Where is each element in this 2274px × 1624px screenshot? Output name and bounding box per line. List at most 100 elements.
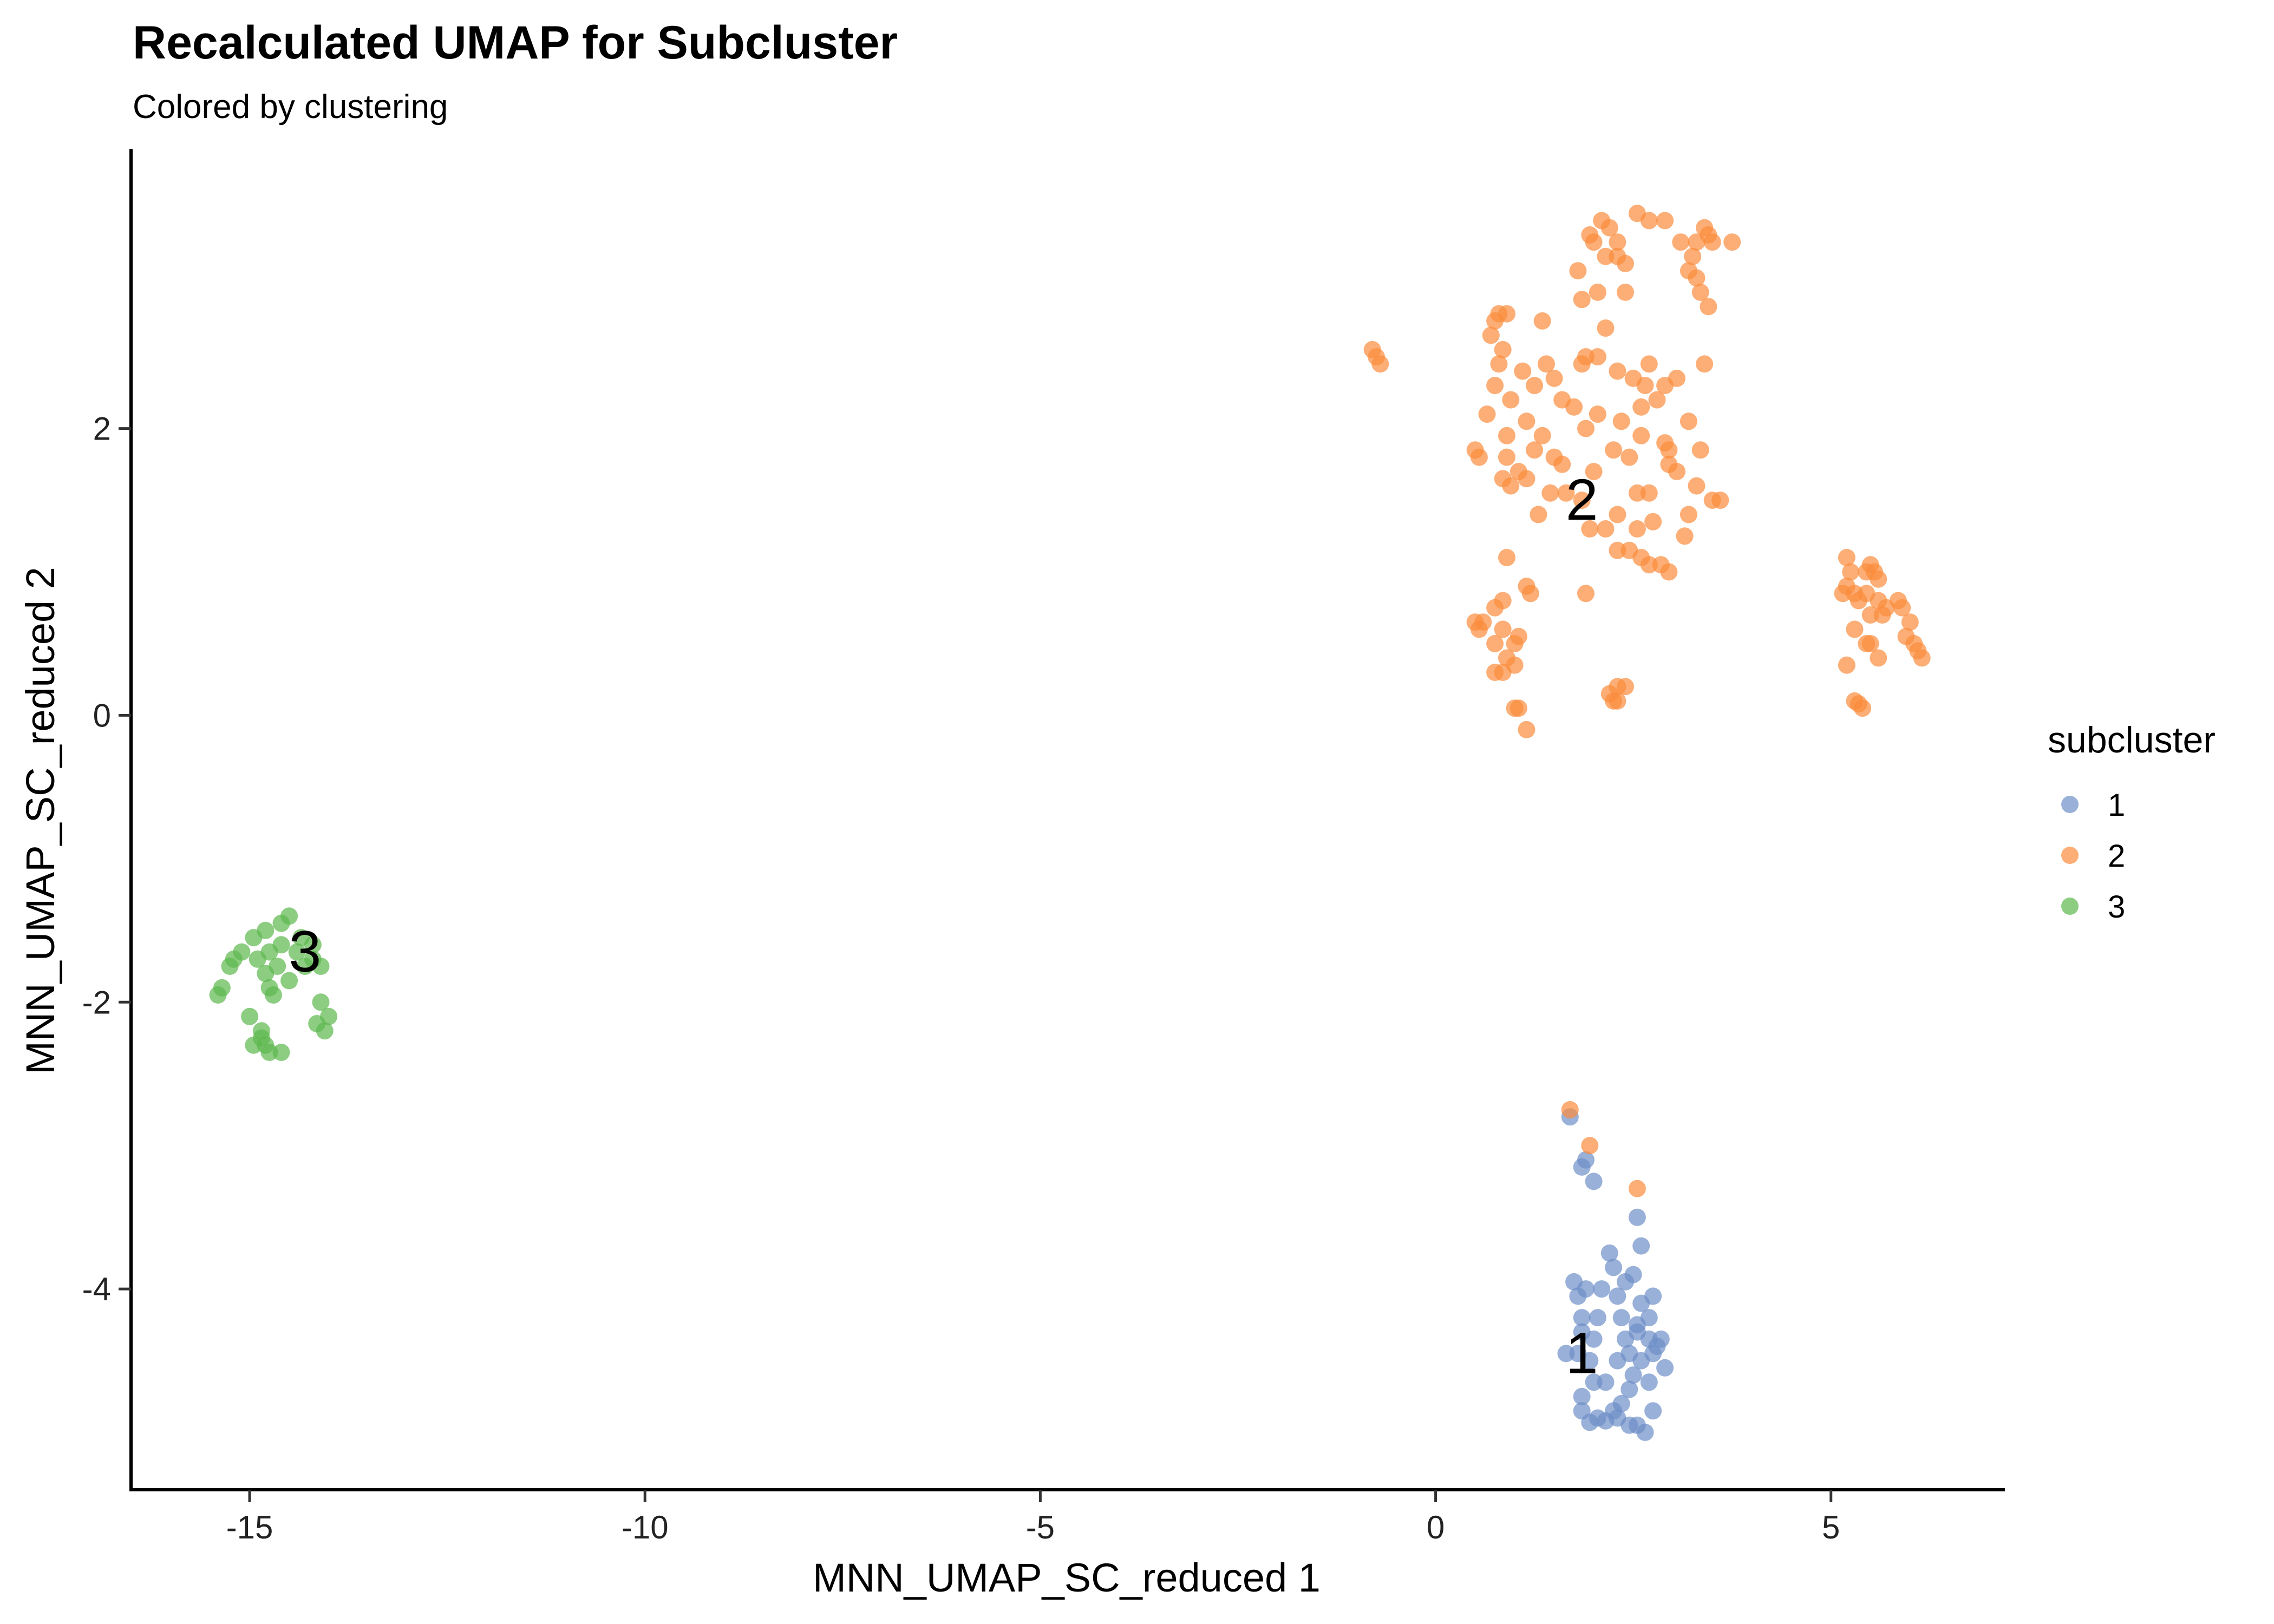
- point-subcluster-2: [1494, 664, 1512, 681]
- point-subcluster-1: [1600, 1244, 1618, 1262]
- point-subcluster-2: [1502, 391, 1520, 409]
- point-subcluster-2: [1589, 348, 1606, 366]
- point-subcluster-2: [1834, 585, 1852, 603]
- point-subcluster-2: [1498, 448, 1515, 466]
- legend-key-3: [2061, 898, 2079, 915]
- point-subcluster-2: [1600, 219, 1618, 237]
- point-subcluster-1: [1557, 1345, 1575, 1363]
- point-subcluster-2: [1498, 549, 1515, 566]
- point-subcluster-2: [1640, 556, 1658, 574]
- point-subcluster-2: [1541, 484, 1559, 502]
- point-subcluster-2: [1873, 606, 1891, 624]
- point-subcluster-2: [1700, 298, 1717, 316]
- point-subcluster-2: [1632, 398, 1650, 416]
- point-subcluster-2: [1901, 613, 1919, 631]
- point-subcluster-1: [1644, 1402, 1662, 1420]
- y-tick-label: -4: [82, 1271, 111, 1307]
- point-subcluster-2: [1617, 254, 1634, 272]
- y-tick-label: 0: [93, 697, 111, 734]
- point-subcluster-2: [1668, 463, 1685, 481]
- legend-label-1: 1: [2108, 788, 2125, 823]
- series-1: [1557, 1108, 1674, 1441]
- point-subcluster-1: [1581, 1352, 1599, 1370]
- point-subcluster-2: [1597, 520, 1615, 538]
- point-subcluster-2: [1838, 656, 1855, 674]
- point-subcluster-2: [1490, 355, 1508, 373]
- point-subcluster-2: [1688, 269, 1706, 287]
- point-subcluster-2: [1723, 233, 1741, 251]
- point-subcluster-2: [1585, 233, 1603, 251]
- point-subcluster-2: [1609, 233, 1626, 251]
- point-subcluster-1: [1624, 1266, 1642, 1284]
- point-subcluster-2: [1711, 492, 1729, 509]
- point-subcluster-2: [1518, 721, 1535, 738]
- point-subcluster-2: [1617, 678, 1634, 696]
- point-subcluster-2: [1502, 477, 1520, 495]
- legend-key-1: [2061, 796, 2079, 813]
- point-subcluster-2: [1545, 369, 1563, 387]
- point-subcluster-3: [312, 958, 330, 975]
- point-subcluster-1: [1656, 1359, 1674, 1377]
- point-subcluster-2: [1518, 470, 1535, 488]
- point-subcluster-2: [1668, 369, 1685, 387]
- point-subcluster-1: [1620, 1345, 1638, 1363]
- point-subcluster-1: [1632, 1237, 1650, 1255]
- point-subcluster-2: [1609, 692, 1626, 710]
- point-subcluster-2: [1518, 412, 1535, 430]
- y-tick-label: 2: [93, 411, 111, 447]
- point-subcluster-2: [1913, 649, 1931, 667]
- point-subcluster-2: [1605, 441, 1623, 459]
- point-subcluster-2: [1644, 513, 1662, 531]
- point-subcluster-2: [1470, 448, 1488, 466]
- point-subcluster-2: [1628, 484, 1646, 502]
- x-axis-title: MNN_UMAP_SC_reduced 1: [813, 1555, 1321, 1600]
- point-subcluster-2: [1854, 699, 1872, 717]
- point-subcluster-1: [1577, 1280, 1595, 1298]
- point-subcluster-2: [1510, 627, 1527, 645]
- point-subcluster-2: [1526, 377, 1544, 395]
- point-subcluster-2: [1672, 233, 1690, 251]
- point-subcluster-2: [1565, 398, 1583, 416]
- point-subcluster-2: [1482, 326, 1500, 344]
- point-subcluster-2: [1514, 362, 1532, 380]
- point-subcluster-2: [1533, 427, 1551, 444]
- point-subcluster-3: [257, 921, 275, 939]
- point-subcluster-1: [1597, 1373, 1615, 1391]
- point-subcluster-2: [1632, 427, 1650, 444]
- point-subcluster-2: [1684, 247, 1702, 265]
- point-subcluster-2: [1577, 420, 1595, 437]
- point-subcluster-2: [1569, 262, 1587, 280]
- point-subcluster-3: [316, 1022, 334, 1040]
- point-subcluster-2: [1589, 283, 1606, 301]
- point-subcluster-2: [1656, 212, 1674, 230]
- point-subcluster-2: [1577, 348, 1595, 366]
- point-subcluster-2: [1474, 613, 1492, 631]
- point-subcluster-2: [1640, 484, 1658, 502]
- point-subcluster-2: [1521, 585, 1539, 603]
- point-subcluster-1: [1620, 1416, 1638, 1434]
- point-subcluster-2: [1680, 506, 1697, 523]
- point-subcluster-3: [264, 986, 282, 1004]
- cluster-label-2: 2: [1566, 467, 1598, 532]
- point-subcluster-2: [1494, 340, 1512, 358]
- point-subcluster-1: [1577, 1151, 1595, 1169]
- point-subcluster-3: [280, 907, 298, 925]
- point-subcluster-2: [1636, 377, 1654, 395]
- points-layer: [209, 205, 1931, 1441]
- point-subcluster-1: [1605, 1259, 1623, 1276]
- point-subcluster-2: [1893, 599, 1911, 617]
- x-tick-label: -15: [226, 1509, 273, 1546]
- point-subcluster-2: [1553, 455, 1571, 473]
- point-subcluster-3: [272, 1044, 290, 1061]
- point-subcluster-1: [1624, 1366, 1642, 1384]
- point-subcluster-2: [1510, 699, 1527, 717]
- point-subcluster-2: [1494, 620, 1512, 638]
- x-tick-label: -5: [1026, 1509, 1055, 1546]
- y-axis-title: MNN_UMAP_SC_reduced 2: [18, 567, 63, 1075]
- point-subcluster-2: [1533, 312, 1551, 330]
- point-subcluster-2: [1561, 1101, 1579, 1118]
- point-subcluster-2: [1538, 355, 1555, 373]
- point-subcluster-2: [1526, 441, 1544, 459]
- point-subcluster-3: [213, 979, 231, 997]
- point-subcluster-2: [1498, 305, 1515, 323]
